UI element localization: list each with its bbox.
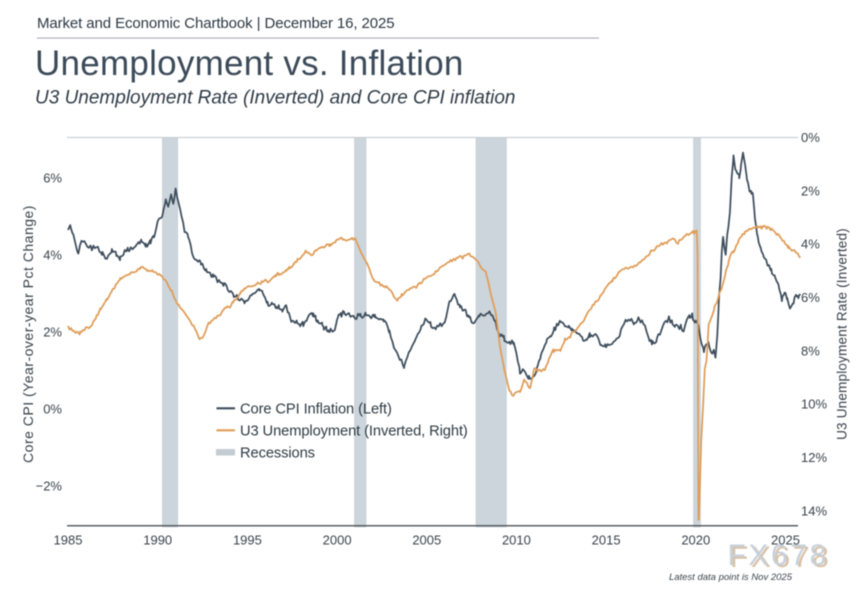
- svg-text:2010: 2010: [502, 533, 531, 548]
- svg-text:FX678: FX678: [730, 541, 831, 574]
- svg-text:Recessions: Recessions: [240, 446, 315, 462]
- svg-text:−2%: −2%: [36, 479, 63, 494]
- svg-text:2025: 2025: [771, 533, 800, 548]
- svg-text:2020: 2020: [681, 533, 710, 548]
- svg-text:2000: 2000: [323, 533, 352, 548]
- svg-text:Core CPI Inflation (Left): Core CPI Inflation (Left): [240, 402, 392, 418]
- svg-text:12%: 12%: [801, 450, 827, 465]
- svg-text:Unemployment vs. Inflation: Unemployment vs. Inflation: [35, 44, 464, 83]
- svg-text:14%: 14%: [801, 503, 827, 518]
- svg-text:Core CPI (Year-over-year Pct C: Core CPI (Year-over-year Pct Change): [20, 205, 36, 463]
- svg-text:1995: 1995: [233, 533, 262, 548]
- svg-text:FX678: FX678: [728, 539, 829, 572]
- svg-text:2%: 2%: [801, 183, 820, 198]
- svg-text:4%: 4%: [43, 248, 62, 263]
- svg-text:6%: 6%: [43, 171, 62, 186]
- svg-text:U3 Unemployment (Inverted, Rig: U3 Unemployment (Inverted, Right): [240, 424, 468, 440]
- svg-text:1990: 1990: [143, 533, 172, 548]
- svg-text:10%: 10%: [801, 397, 827, 412]
- svg-text:U3 Unemployment Rate (Inverted: U3 Unemployment Rate (Inverted) and Core…: [35, 88, 516, 109]
- svg-text:1985: 1985: [54, 533, 83, 548]
- svg-text:2015: 2015: [592, 533, 621, 548]
- svg-text:0%: 0%: [43, 402, 62, 417]
- svg-text:2005: 2005: [412, 533, 441, 548]
- svg-text:4%: 4%: [801, 237, 820, 252]
- svg-text:6%: 6%: [801, 290, 820, 305]
- svg-text:Market and Economic Chartbook: Market and Economic Chartbook | December…: [37, 15, 395, 32]
- svg-text:0%: 0%: [801, 130, 820, 145]
- svg-text:2%: 2%: [43, 325, 62, 340]
- svg-text:Latest data point is Nov 2025: Latest data point is Nov 2025: [669, 572, 793, 583]
- svg-text:8%: 8%: [801, 343, 820, 358]
- svg-text:U3 Unemployment Rate (Inverted: U3 Unemployment Rate (Inverted): [835, 228, 850, 440]
